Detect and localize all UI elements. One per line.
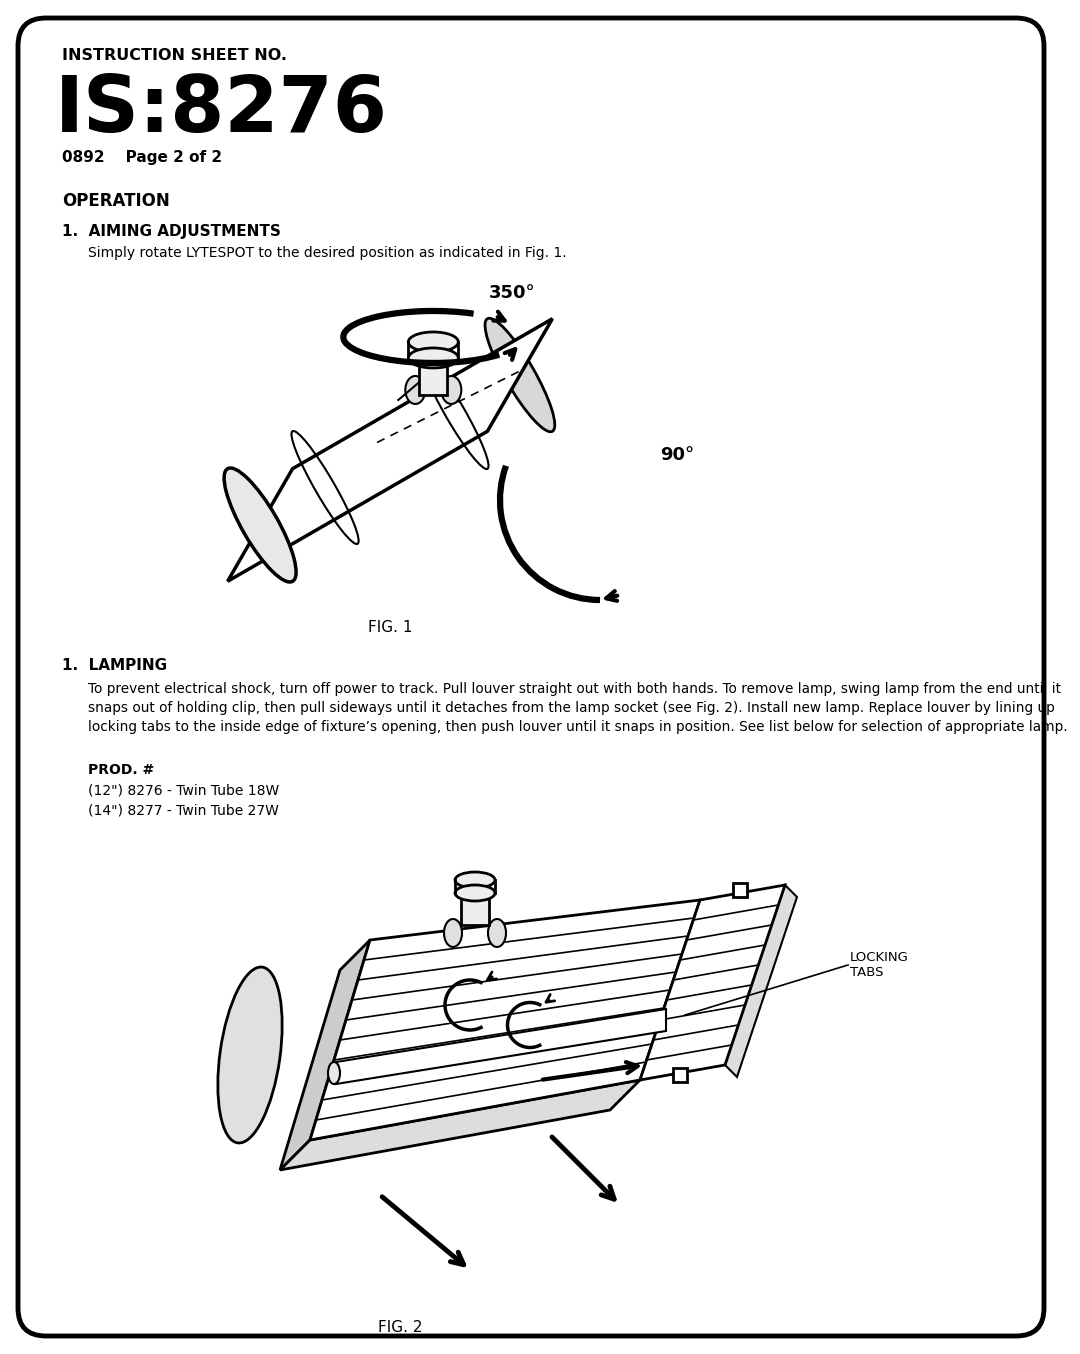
Text: 350°: 350° — [488, 284, 535, 302]
Polygon shape — [419, 349, 447, 395]
Text: FIG. 2: FIG. 2 — [378, 1320, 422, 1335]
Ellipse shape — [408, 332, 458, 352]
Ellipse shape — [455, 872, 495, 888]
Ellipse shape — [444, 919, 462, 946]
Ellipse shape — [224, 468, 296, 582]
Polygon shape — [640, 886, 785, 1080]
Ellipse shape — [408, 348, 458, 368]
Text: 90°: 90° — [660, 445, 694, 464]
Text: Simply rotate LYTESPOT to the desired position as indicated in Fig. 1.: Simply rotate LYTESPOT to the desired po… — [87, 246, 567, 260]
Ellipse shape — [405, 376, 426, 403]
Ellipse shape — [218, 967, 282, 1143]
Text: 1.  LAMPING: 1. LAMPING — [62, 658, 167, 673]
Text: FIG. 1: FIG. 1 — [368, 620, 413, 635]
Text: To prevent electrical shock, turn off power to track. Pull louver straight out w: To prevent electrical shock, turn off po… — [87, 682, 1068, 734]
Polygon shape — [733, 883, 747, 896]
Text: PROD. #: PROD. # — [87, 764, 154, 777]
Text: IS:8276: IS:8276 — [55, 72, 388, 148]
Polygon shape — [280, 940, 370, 1170]
Polygon shape — [725, 886, 797, 1076]
Text: 0892    Page 2 of 2: 0892 Page 2 of 2 — [62, 150, 222, 165]
Polygon shape — [336, 1009, 666, 1085]
Ellipse shape — [485, 318, 555, 432]
Ellipse shape — [455, 886, 495, 900]
Text: 1.  AIMING ADJUSTMENTS: 1. AIMING ADJUSTMENTS — [62, 223, 281, 240]
Text: INSTRUCTION SHEET NO.: INSTRUCTION SHEET NO. — [62, 47, 287, 64]
Text: OPERATION: OPERATION — [62, 192, 170, 210]
Text: LOCKING
TABS: LOCKING TABS — [850, 951, 909, 979]
Text: (14") 8277 - Twin Tube 27W: (14") 8277 - Twin Tube 27W — [87, 804, 279, 818]
Polygon shape — [461, 880, 489, 925]
Polygon shape — [310, 900, 700, 1140]
Ellipse shape — [442, 376, 461, 403]
Ellipse shape — [488, 919, 507, 946]
Ellipse shape — [328, 1062, 340, 1085]
Text: (12") 8276 - Twin Tube 18W: (12") 8276 - Twin Tube 18W — [87, 784, 280, 798]
Polygon shape — [673, 1068, 687, 1082]
Polygon shape — [228, 318, 552, 581]
Polygon shape — [280, 1080, 640, 1170]
